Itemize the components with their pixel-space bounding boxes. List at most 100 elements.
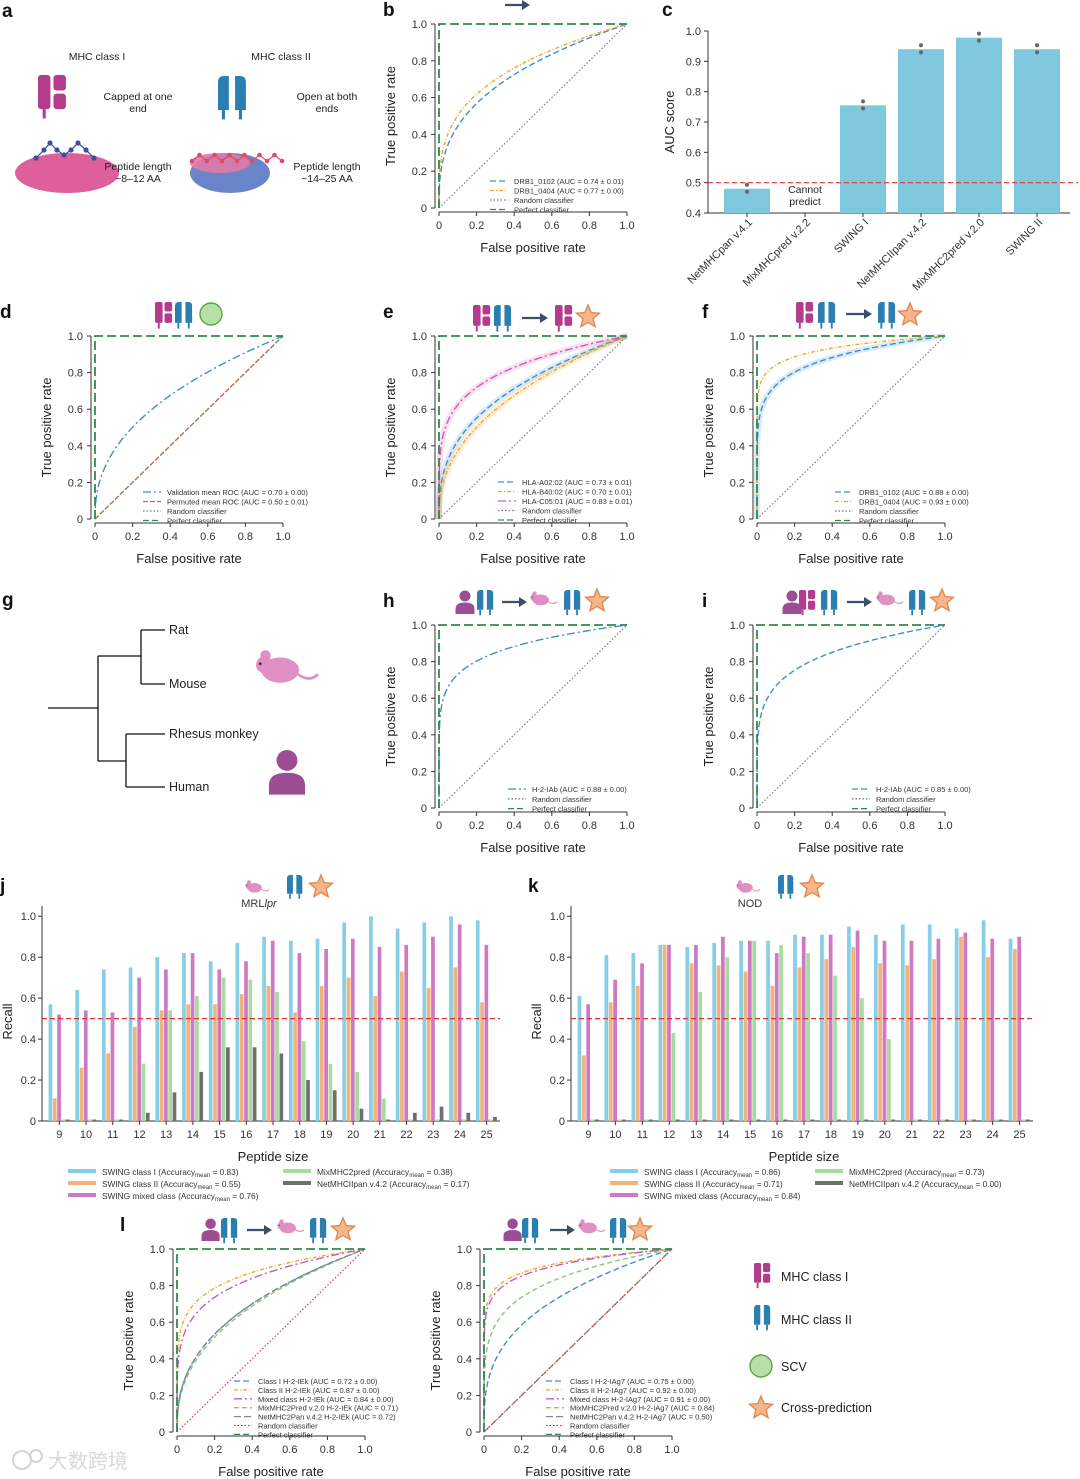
- mhc-class-i-icon: [38, 75, 66, 119]
- roc-curve: [94, 335, 284, 520]
- y-tick-label: 0.5: [686, 178, 701, 190]
- recall-bar: [963, 932, 968, 1121]
- human-icon-head: [786, 590, 798, 602]
- key-cross-prediction-label: Cross-prediction: [781, 1401, 872, 1415]
- legend-entry: MixMHC2Pred v.2.0 H-2-IEk (AUC = 0.71): [258, 1404, 399, 1413]
- x-tick-label: 1.0: [937, 820, 952, 832]
- recall-bar: [658, 944, 663, 1121]
- recall-bar: [350, 938, 355, 1121]
- x-tick-label: 10: [80, 1129, 92, 1141]
- legend-entry: DRB1_0102 (AUC = 0.74 ± 0.01): [514, 177, 624, 186]
- x-tick-label: 21: [374, 1129, 386, 1141]
- strain-label: MRLlpr: [241, 898, 278, 910]
- mhc-class-i-icon-part: [473, 305, 481, 326]
- x-tick-label: 0.6: [200, 531, 215, 543]
- mhc-class-ii-icon-part: [763, 1305, 771, 1325]
- mhc-class-i-icon-part: [53, 93, 66, 110]
- mhc-class-ii-icon-part: [818, 302, 825, 323]
- mhc-class-ii-icon-part: [766, 1324, 768, 1331]
- mhc-class-ii-icon: [818, 302, 836, 329]
- mhc-class-ii-icon-part: [177, 322, 180, 329]
- recall-bar: [860, 998, 864, 1121]
- recall-bar: [797, 967, 802, 1121]
- y-tick-label: 0.9: [686, 56, 701, 68]
- mhc-class-ii-icon-part: [310, 1218, 317, 1238]
- roc-curve: [756, 624, 946, 808]
- x-tick-label: 9: [585, 1129, 591, 1141]
- legend-entry-value: = 0.84): [772, 1191, 801, 1201]
- recall-bar: [346, 977, 351, 1121]
- recall-bar: [61, 1119, 66, 1121]
- tree-leaf-label: Human: [169, 780, 209, 794]
- mhc-class-i-icon: [799, 590, 816, 616]
- human-icon: [268, 749, 306, 795]
- mhc-class-ii-icon-part: [610, 1218, 617, 1238]
- x-tick-label: 0.6: [589, 1444, 604, 1456]
- recall-bar: [891, 1119, 896, 1121]
- mhc-class-i-icon: [796, 302, 814, 329]
- x-tick-label: 14: [717, 1129, 729, 1141]
- mouse-icon-head: [245, 882, 252, 889]
- recall-bar: [466, 1112, 471, 1121]
- recall-bar: [57, 1014, 61, 1121]
- cross-prediction-key-icon: [747, 1394, 775, 1420]
- legend-entry: Perfect classifier: [859, 517, 915, 526]
- auc-data-point: [1035, 50, 1039, 55]
- mouse-icon: [578, 1219, 606, 1234]
- mhc-class-ii-icon-part: [477, 590, 484, 610]
- legend-entry: Perfect classifier: [167, 517, 223, 526]
- auc-data-point: [977, 38, 981, 43]
- y-axis-title: True positive rate: [428, 1291, 443, 1391]
- y-axis-title: Recall: [0, 1003, 15, 1039]
- mhc-class-ii-icon-part: [319, 1218, 327, 1238]
- y-tick-label: 0.8: [68, 368, 83, 380]
- mhc-class-ii-icon-part: [833, 609, 835, 616]
- recall-bar: [640, 963, 644, 1121]
- mhc-class-i-icon: [473, 305, 491, 332]
- legend-entry-name: MixMHC2pred (Accuracy: [317, 1167, 410, 1177]
- recall-bar: [613, 979, 617, 1121]
- recall-bar: [65, 1119, 70, 1121]
- x-tick-label: 22: [933, 1129, 945, 1141]
- legend-entry: Validation mean ROC (AUC = 0.70 ± 0.00): [167, 488, 308, 497]
- x-tick-label: 0.8: [320, 1444, 335, 1456]
- y-tick-label: 0.8: [150, 1281, 165, 1293]
- x-tick-label: 14: [187, 1129, 199, 1141]
- legend-entry-subscript: mean: [409, 1173, 424, 1179]
- recall-bar: [439, 1106, 444, 1121]
- scv-circle-icon: [199, 302, 223, 326]
- mouse-icon-head: [277, 1222, 285, 1230]
- y-tick-label: 0.8: [412, 56, 427, 68]
- mouse-icon: [736, 880, 761, 893]
- recall-bar: [128, 967, 133, 1121]
- recall-bar: [279, 1053, 284, 1121]
- recall-bar: [386, 1119, 390, 1121]
- x-axis-title: False positive rate: [798, 840, 904, 855]
- roc-curve: [438, 335, 628, 519]
- y-tick-label: 0: [30, 1116, 36, 1128]
- x-tick-label: 0.4: [163, 531, 178, 543]
- mhc-class-ii-icon: [778, 875, 794, 899]
- mhc-class-i-key-icon: [754, 1263, 771, 1289]
- x-tick-label: 0: [436, 220, 442, 232]
- mhc-class-ii-icon-part: [622, 1237, 624, 1244]
- legend-entry: Class II H-2-IEk (AUC = 0.87 ± 0.00): [258, 1386, 380, 1395]
- x-tick-label: 0: [174, 1444, 180, 1456]
- legend-entry: Perfect classifier: [522, 516, 578, 525]
- y-tick-label: 0.4: [730, 730, 745, 742]
- tree-leaf-label: Rhesus monkey: [169, 727, 259, 741]
- roc-panel-f: f 00 0.2 0.2 0.4 0.4 0.6 0.6 0.8 0.8 1.0 1.0 False p…: [701, 302, 969, 566]
- legend-swatch: [283, 1181, 311, 1185]
- class-ii-title: MHC class II: [251, 51, 311, 63]
- legend-entry-value: = 0.83): [210, 1167, 239, 1177]
- y-tick-label: 0: [559, 1116, 565, 1128]
- y-tick-label: 0.6: [730, 693, 745, 705]
- mhc-class-i-icon-part: [564, 305, 573, 315]
- mhc-class-ii-icon: [218, 76, 246, 120]
- legend-entry: Random classifier: [570, 1422, 630, 1431]
- panel-label: i: [702, 591, 707, 612]
- recall-bar: [75, 989, 79, 1121]
- recall-bar: [328, 1063, 333, 1121]
- mouse-icon-head: [578, 1222, 586, 1230]
- y-tick-label: 0.8: [730, 368, 745, 380]
